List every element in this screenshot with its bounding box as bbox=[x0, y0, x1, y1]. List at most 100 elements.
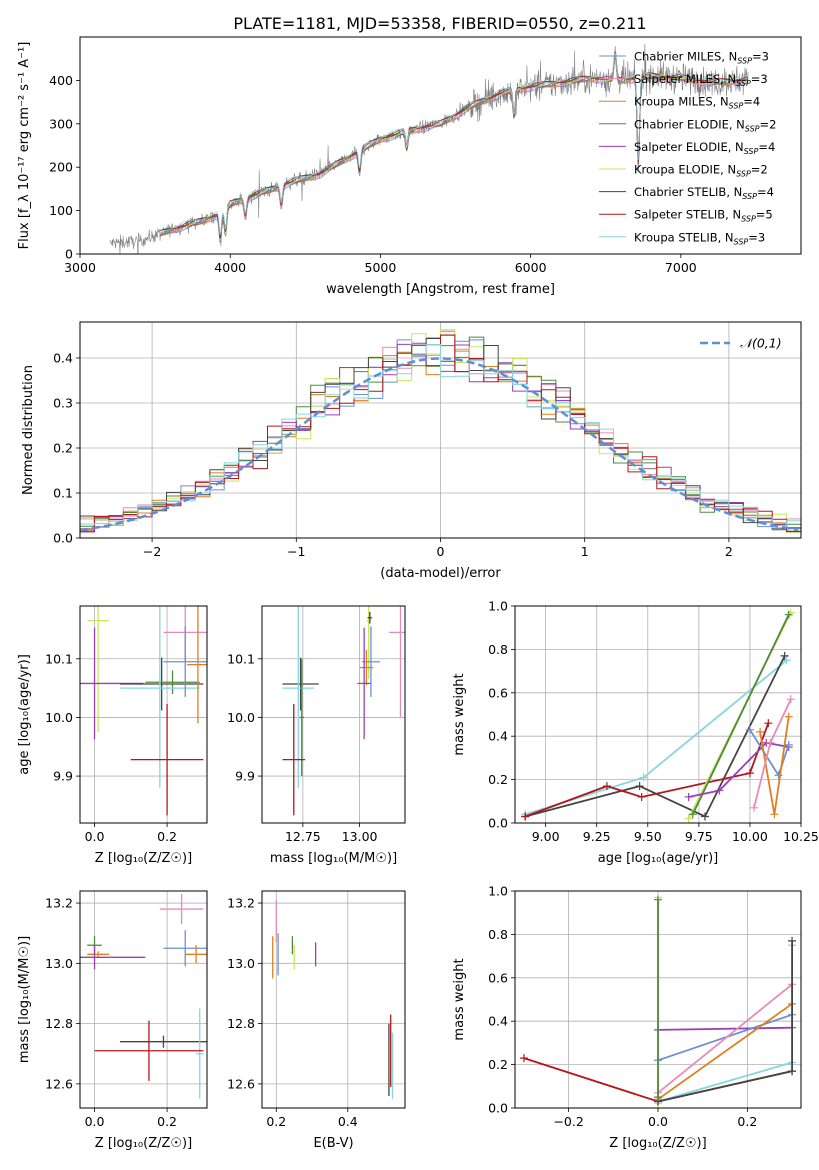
x-axis-label: E(B-V) bbox=[313, 1136, 353, 1151]
x-tick-label: 0.2 bbox=[157, 829, 177, 844]
legend-label-suffix: =4 bbox=[757, 185, 774, 199]
legend-label-main: Chabrier MILES, N bbox=[634, 50, 737, 64]
legend-label-main: Kroupa STELIB, N bbox=[634, 230, 734, 244]
plot-area bbox=[80, 894, 207, 1099]
weight-series-line bbox=[657, 1003, 793, 1101]
legend-label-sub: SSP bbox=[729, 102, 744, 111]
y-tick-label: 10.0 bbox=[227, 710, 255, 725]
legend-label: 𝒩(0,1) bbox=[740, 336, 782, 351]
x-tick-label: 12.75 bbox=[285, 829, 321, 844]
x-tick-label: 0.2 bbox=[266, 1114, 286, 1129]
weight-point-marker bbox=[788, 1067, 797, 1076]
y-tick-label: 1.0 bbox=[488, 599, 508, 614]
y-tick-label: 13.2 bbox=[227, 896, 255, 911]
legend-label-suffix: =4 bbox=[743, 95, 760, 109]
model-line bbox=[159, 51, 749, 237]
y-tick-label: 0 bbox=[65, 247, 73, 262]
x-tick-label: 6000 bbox=[515, 260, 547, 275]
y-tick-label: 0.3 bbox=[53, 396, 73, 411]
x-tick-label: 0.0 bbox=[85, 829, 105, 844]
y-tick-label: 0.2 bbox=[488, 1057, 508, 1072]
y-tick-label: 0.0 bbox=[488, 816, 508, 831]
legend-label: Salpeter MILES, NSSP=3 bbox=[634, 72, 768, 88]
weight-point-marker bbox=[784, 740, 793, 749]
x-axis-label: (data-model)/error bbox=[380, 566, 501, 581]
weight-point-marker bbox=[684, 814, 693, 823]
legend-label: Kroupa STELIB, NSSP=3 bbox=[634, 230, 765, 246]
x-tick-label: 0 bbox=[437, 544, 445, 559]
legend-label-suffix: =2 bbox=[751, 163, 768, 177]
plot-area bbox=[109, 43, 749, 254]
weight-point-marker bbox=[639, 773, 648, 782]
x-tick-label: 9.75 bbox=[685, 829, 713, 844]
legend-label-sub: SSP bbox=[745, 124, 760, 133]
weight-point-marker bbox=[602, 782, 611, 791]
weight-point-marker bbox=[715, 786, 724, 795]
x-axis-label: Z [log₁₀(Z/Z☉)] bbox=[609, 1136, 706, 1151]
weight-series-line bbox=[691, 614, 790, 815]
weight-point-marker bbox=[688, 810, 697, 819]
y-axis-label: mass weight bbox=[452, 958, 467, 1040]
x-tick-label: −2 bbox=[143, 544, 161, 559]
weight-point-marker bbox=[635, 782, 644, 791]
y-tick-label: 0.2 bbox=[488, 772, 508, 787]
axes-frame bbox=[261, 890, 406, 1109]
weight-point-marker bbox=[519, 1054, 528, 1063]
x-tick-label: 9.00 bbox=[532, 829, 560, 844]
y-tick-label: 0.6 bbox=[488, 685, 508, 700]
y-tick-label: 100 bbox=[49, 203, 73, 218]
y-tick-label: 0.1 bbox=[53, 486, 73, 501]
y-axis-label: age [log₁₀(age/yr)] bbox=[17, 654, 32, 775]
legend-label-main: Kroupa ELODIE, N bbox=[634, 163, 736, 177]
x-tick-label: 4000 bbox=[214, 260, 246, 275]
weight-point-marker bbox=[637, 792, 646, 801]
weight-vs-metallicity-panel: −0.2 0.0 0.2 0.0 0.2 0.4 0.6 0.8 1.0 Z [log₁₀(Z/Z… bbox=[452, 884, 802, 1151]
weight-point-marker bbox=[782, 656, 791, 665]
y-tick-label: 0.4 bbox=[488, 1014, 508, 1029]
y-tick-label: 12.6 bbox=[45, 1076, 73, 1091]
x-tick-label: 0.0 bbox=[648, 1114, 668, 1129]
figure-title: PLATE=1181, MJD=53358, FIBERID=0550, z=0… bbox=[233, 14, 646, 33]
legend-label-suffix: =3 bbox=[752, 50, 769, 64]
axes-frame bbox=[79, 321, 802, 539]
legend-label-main: Kroupa MILES, N bbox=[634, 95, 729, 109]
mass-vs-extinction-panel: 0.2 0.4 12.6 12.8 13.0 13.2 E(B-V) bbox=[227, 890, 406, 1151]
weight-point-marker bbox=[784, 712, 793, 721]
y-tick-label: 10.0 bbox=[45, 710, 73, 725]
normal-curve bbox=[80, 357, 799, 532]
weight-point-marker bbox=[770, 810, 779, 819]
x-tick-label: 0.2 bbox=[157, 1114, 177, 1129]
weight-series-line bbox=[657, 945, 793, 1103]
x-tick-label: 9.25 bbox=[583, 829, 611, 844]
y-tick-label: 10.1 bbox=[227, 651, 255, 666]
y-tick-label: 0.0 bbox=[488, 1101, 508, 1116]
legend-label-suffix: =3 bbox=[751, 72, 768, 86]
y-tick-label: 9.9 bbox=[235, 769, 255, 784]
legend-label-suffix: =3 bbox=[748, 230, 765, 244]
weight-point-marker bbox=[750, 803, 759, 812]
legend-label: Kroupa MILES, NSSP=4 bbox=[634, 95, 760, 111]
x-tick-label: 10.00 bbox=[732, 829, 768, 844]
weight-series-line bbox=[524, 655, 786, 818]
x-tick-label: 0.2 bbox=[737, 1114, 757, 1129]
x-tick-label: 0.0 bbox=[85, 1114, 105, 1129]
x-tick-label: 5000 bbox=[365, 260, 397, 275]
legend-label-suffix: =5 bbox=[756, 208, 773, 222]
y-tick-label: 13.0 bbox=[45, 956, 73, 971]
legend-label-sub: SSP bbox=[734, 237, 749, 246]
y-tick-label: 10.1 bbox=[45, 651, 73, 666]
y-axis-label: Flux [f_λ 10⁻¹⁷ erg cm⁻² s⁻¹ A⁻¹] bbox=[17, 42, 32, 250]
y-tick-label: 12.6 bbox=[227, 1076, 255, 1091]
y-tick-label: 0.8 bbox=[488, 642, 508, 657]
weight-point-marker bbox=[788, 936, 797, 945]
x-axis-label: Z [log₁₀(Z/Z☉)] bbox=[95, 851, 192, 866]
plot-area bbox=[521, 608, 795, 823]
y-tick-label: 0.6 bbox=[488, 970, 508, 985]
x-tick-label: −1 bbox=[287, 544, 305, 559]
legend-label: Chabrier STELIB, NSSP=4 bbox=[634, 185, 774, 201]
legend-label-main: Salpeter ELODIE, N bbox=[634, 140, 744, 154]
model-line bbox=[159, 52, 749, 235]
weight-series-line bbox=[657, 983, 793, 1094]
x-tick-label: 1 bbox=[581, 544, 589, 559]
weight-point-marker bbox=[745, 725, 754, 734]
